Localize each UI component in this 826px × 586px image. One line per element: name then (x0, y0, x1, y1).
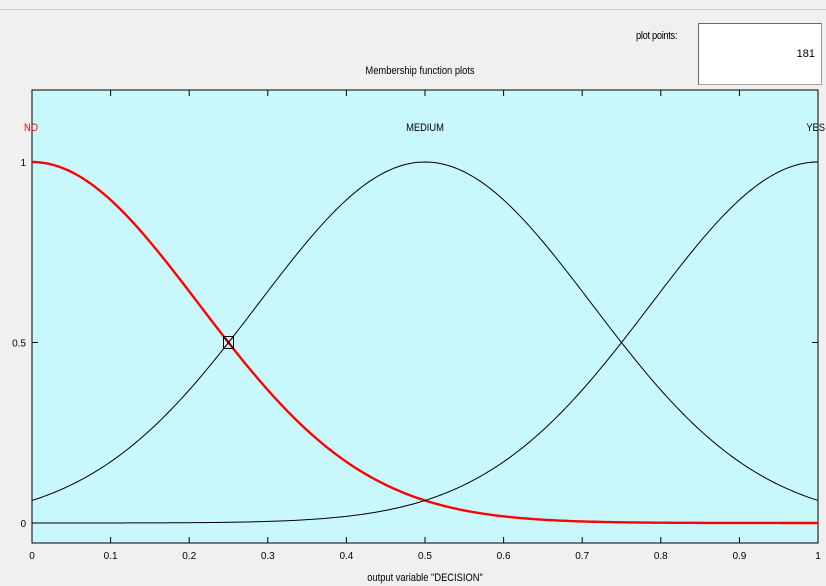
x-tick-label-8: 0.8 (654, 551, 668, 562)
y-tick-label-2: 1 (20, 158, 26, 169)
x-tick-label-6: 0.6 (497, 551, 511, 562)
mf-label-medium[interactable]: MEDIUM (406, 122, 444, 134)
x-tick-label-3: 0.3 (261, 551, 275, 562)
mf-label-yes[interactable]: YES (806, 122, 825, 134)
plot-points-input[interactable] (698, 23, 822, 85)
x-tick-label-0: 0 (29, 551, 35, 562)
mf-curve-yes[interactable] (32, 161, 819, 524)
x-axis-title: output variable "DECISION" (367, 572, 483, 584)
x-tick-label-7: 0.7 (575, 551, 589, 562)
x-tick-label-5: 0.5 (418, 551, 432, 562)
mf-curve-medium[interactable] (31, 161, 819, 501)
x-tick-label-10: 1 (815, 551, 821, 562)
mf-label-no[interactable]: NO (24, 122, 38, 134)
x-tick-label-9: 0.9 (732, 551, 746, 562)
y-tick-label-0: 0 (20, 519, 26, 530)
marker-cross-b (223, 336, 234, 349)
selected-point-marker[interactable] (223, 336, 234, 349)
plot-title: Membership function plots (365, 65, 475, 77)
x-tick-label-2: 0.2 (182, 551, 196, 562)
top-divider (0, 9, 826, 10)
plot-points-label: plot points: (636, 30, 678, 42)
plot-area[interactable] (31, 89, 819, 544)
x-tick-label-4: 0.4 (339, 551, 353, 562)
y-tick-label-1: 0.5 (12, 339, 26, 350)
x-tick-label-1: 0.1 (104, 551, 118, 562)
